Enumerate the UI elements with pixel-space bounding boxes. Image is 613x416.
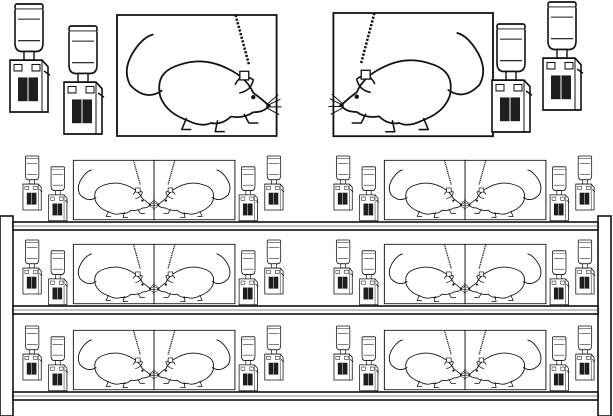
rack-unit [23,326,284,391]
operant-chamber-icon [117,15,281,136]
syringe-pump-icon [63,25,105,135]
syringe-pump-icon [542,1,584,111]
syringe-pump-icon [9,3,51,113]
featured-setup-right [329,1,584,136]
syringe-pump-icon [491,23,533,133]
rack-unit [334,156,595,221]
rack-unit [334,240,595,305]
shelf-rack-icon [0,215,612,416]
rack-unit [334,326,595,391]
operant-chamber-icon [329,13,493,136]
rack-unit [23,240,284,305]
featured-setup-left [9,3,281,136]
rack-unit [23,156,284,221]
